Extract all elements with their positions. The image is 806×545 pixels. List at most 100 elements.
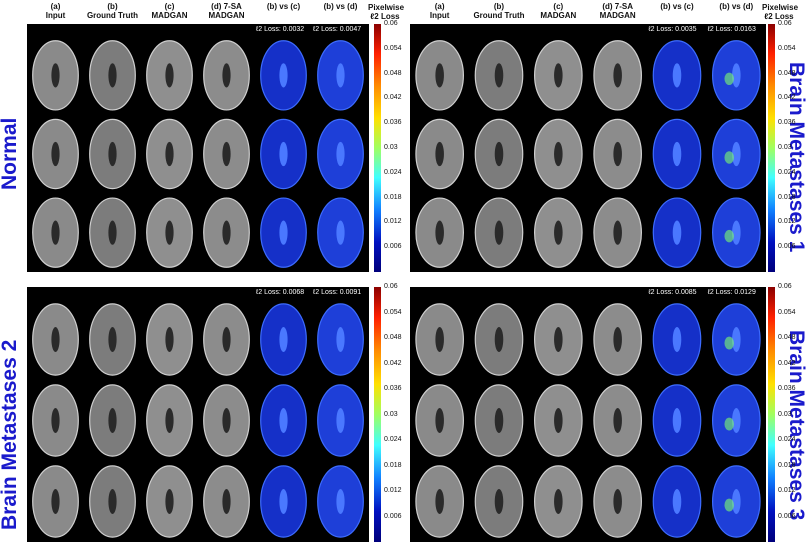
brain-mri-slice <box>89 384 136 457</box>
brain-mri-slice <box>32 197 79 268</box>
brain-mri-slice <box>203 118 250 190</box>
column-header: (b) vs (d) <box>719 2 754 11</box>
brain-mri-slice <box>474 40 524 111</box>
column-header: (b) vs (c) <box>660 2 694 11</box>
brain-mri-slice <box>415 303 464 376</box>
loss-heatmap <box>317 197 364 268</box>
colorbar-tick: 0.012 <box>778 487 796 494</box>
colorbar-tick: 0.042 <box>384 94 402 102</box>
colorbar-tick: 0.024 <box>778 436 796 443</box>
colorbar-tick: 0.06 <box>384 20 398 27</box>
loss-heatmap <box>317 465 364 538</box>
brain-mri-slice <box>415 40 464 111</box>
brain-mri-slice <box>474 197 524 268</box>
loss-heatmap <box>712 118 761 190</box>
colorbar-tick: 0.018 <box>778 461 796 469</box>
loss-heatmap <box>652 118 702 190</box>
colorbar-tick: 0.006 <box>778 243 796 251</box>
colorbar-tick: 0.042 <box>778 359 796 367</box>
brain-mri-slice <box>415 384 464 457</box>
brain-mri-slice <box>32 465 79 538</box>
loss-heatmap <box>260 118 307 190</box>
loss-heatmap <box>260 465 307 538</box>
brain-mri-slice <box>89 465 136 538</box>
colorbar <box>374 24 381 272</box>
loss-heatmap <box>652 465 702 538</box>
column-header: (b) Ground Truth <box>473 2 525 20</box>
loss-heatmap <box>652 384 702 457</box>
brain-mri-slice <box>203 40 250 111</box>
loss-heatmap <box>317 303 364 376</box>
loss-label-b-vs-d: ℓ2 Loss: 0.0047 <box>313 26 362 33</box>
colorbar-tick: 0.06 <box>778 20 792 27</box>
colorbar-tick: 0.054 <box>778 308 796 316</box>
brain-mri-slice <box>533 40 583 111</box>
brain-mri-slice <box>415 118 464 190</box>
loss-heatmap <box>260 197 307 268</box>
loss-label-b-vs-c: ℓ2 Loss: 0.0085 <box>648 289 697 296</box>
colorbar-tick: 0.006 <box>778 512 796 520</box>
colorbar-tick: 0.048 <box>778 69 796 77</box>
brain-mri-slice <box>203 303 250 376</box>
loss-label-b-vs-c: ℓ2 Loss: 0.0035 <box>648 26 697 33</box>
loss-heatmap <box>260 384 307 457</box>
image-grid <box>27 287 369 542</box>
loss-heatmap <box>317 118 364 190</box>
colorbar-tick: 0.012 <box>778 218 796 226</box>
colorbar-tick: 0.036 <box>778 385 796 392</box>
brain-mri-slice <box>146 40 193 111</box>
brain-mri-slice <box>533 118 583 190</box>
panel-label-metastases-2: Brain Metastases 2 <box>0 339 21 530</box>
colorbar-tick: 0.054 <box>778 44 796 52</box>
colorbar-tick: 0.024 <box>384 168 402 176</box>
column-header: (b) vs (c) <box>266 2 301 11</box>
brain-mri-slice <box>474 303 524 376</box>
brain-mri-slice <box>203 384 250 457</box>
panel-label-normal: Normal <box>0 117 21 190</box>
loss-heatmap <box>712 303 761 376</box>
brain-mri-slice <box>32 384 79 457</box>
brain-mri-slice <box>593 40 643 111</box>
column-header: (b) Ground Truth <box>86 2 139 20</box>
brain-mri-slice <box>89 303 136 376</box>
colorbar-tick: 0.018 <box>778 193 796 201</box>
colorbar <box>768 24 775 272</box>
brain-mri-slice <box>89 118 136 190</box>
brain-images <box>32 303 364 538</box>
colorbar-tick: 0.048 <box>384 69 402 77</box>
brain-mri-slice <box>593 384 643 457</box>
brain-mri-slice <box>89 197 136 268</box>
loss-heatmap <box>652 40 702 111</box>
brain-mri-slice <box>533 465 583 538</box>
brain-mri-slice <box>593 465 643 538</box>
brain-mri-slice <box>533 303 583 376</box>
colorbar-title-line1: Pixelwise <box>368 3 405 12</box>
column-header: (d) 7-SA MADGAN <box>599 2 636 20</box>
colorbar-tick: 0.006 <box>384 512 402 520</box>
loss-heatmap <box>652 197 702 268</box>
brain-mri-slice <box>32 40 79 111</box>
loss-heatmap <box>317 384 364 457</box>
loss-heatmap <box>652 303 702 376</box>
brain-mri-slice <box>32 303 79 376</box>
colorbar-tick: 0.03 <box>384 144 398 151</box>
brain-mri-slice <box>89 40 136 111</box>
colorbar-title-line2: ℓ2 Loss <box>764 12 794 21</box>
brain-mri-slice <box>415 197 464 268</box>
colorbar-tick: 0.018 <box>384 461 402 469</box>
loss-heatmap <box>712 465 761 538</box>
loss-label-b-vs-d: ℓ2 Loss: 0.0091 <box>313 289 362 296</box>
colorbar-tick: 0.042 <box>384 359 402 367</box>
brain-mri-slice <box>415 465 464 538</box>
colorbar-title: Pixelwise ℓ2 Loss <box>762 3 798 21</box>
brain-mri-slice <box>146 465 193 538</box>
colorbar-tick: 0.054 <box>384 44 402 52</box>
colorbar-tick: 0.036 <box>384 119 402 127</box>
brain-mri-slice <box>593 303 643 376</box>
colorbar-tick: 0.024 <box>384 436 402 443</box>
loss-label-b-vs-d: ℓ2 Loss: 0.0163 <box>707 26 756 33</box>
colorbar <box>768 287 775 542</box>
loss-heatmap <box>260 303 307 376</box>
colorbar-tick: 0.03 <box>778 144 792 151</box>
colorbar-tick: 0.024 <box>778 168 796 176</box>
